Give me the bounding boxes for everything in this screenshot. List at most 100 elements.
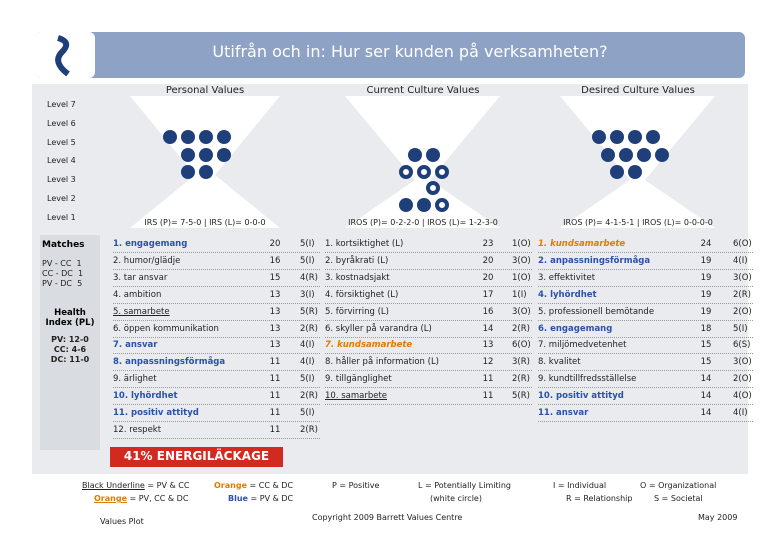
- value-name: 9. ärlighet: [113, 371, 320, 389]
- code: 4(I): [300, 340, 315, 351]
- health: DC: 11-0: [50, 355, 90, 364]
- value-name: 11. ansvar: [538, 405, 753, 422]
- level-label: Level 1: [47, 212, 76, 222]
- score: 13: [269, 306, 281, 317]
- score: 14: [700, 391, 712, 402]
- value-name: 4. försiktighet (L): [325, 287, 532, 304]
- value-text: 2. anpassningsförmåga: [538, 255, 651, 266]
- code: 6(O): [733, 239, 752, 249]
- code: 4(R): [300, 272, 318, 283]
- level-label: Level 2: [47, 194, 76, 203]
- value-name: 10. samarbete: [325, 388, 532, 406]
- sidebar: [40, 235, 100, 450]
- score: 20: [269, 239, 281, 249]
- score: 19: [700, 306, 712, 317]
- score: 15: [269, 272, 281, 283]
- code: 5(I): [300, 255, 315, 266]
- value-name: 5. professionell bemötande: [538, 304, 753, 321]
- legend: Orange = CC & DC: [214, 481, 293, 490]
- level-label: Level 7: [47, 100, 76, 109]
- value-name: 12. respekt: [113, 422, 320, 439]
- legend-text: = PV & CC: [144, 481, 190, 490]
- score: 11: [269, 374, 281, 385]
- score: 15: [700, 340, 712, 351]
- value-name: 3. tar ansvar: [113, 270, 320, 287]
- code: 1(I): [512, 289, 527, 300]
- value-text: 11. positiv attityd: [113, 408, 199, 418]
- code: 3(O): [512, 306, 531, 317]
- code: 1(O): [512, 239, 531, 249]
- value-name: 4. lyhördhet: [538, 287, 753, 304]
- banner: 41% ENERGILÄCKAGE: [123, 449, 270, 463]
- value-name: 6. skyller på varandra (L): [325, 321, 532, 338]
- value-name: 6. engagemang: [538, 321, 753, 338]
- score: 15: [700, 357, 712, 368]
- code: 5(I): [300, 374, 315, 385]
- value-name: 11. positiv attityd: [113, 405, 320, 422]
- code: 5(R): [512, 391, 530, 402]
- score: 19: [700, 272, 712, 283]
- legend: I = Individual: [553, 481, 607, 490]
- sidebar-title: Health Index (PL): [45, 308, 95, 328]
- value-name: 9. tillgänglighet: [325, 371, 532, 389]
- code: 2(R): [300, 391, 318, 402]
- score: 12: [482, 357, 494, 368]
- score: 14: [700, 408, 712, 418]
- legend-text: = PV & DC: [247, 494, 294, 503]
- column-heading: Current Culture Values: [366, 85, 480, 96]
- legend-key: Blue: [228, 494, 248, 503]
- level-label: Level 6: [47, 118, 76, 128]
- title: Utifrån och in: Hur ser kunden på verksa…: [212, 42, 608, 61]
- code: 2(R): [300, 323, 318, 334]
- score: 14: [482, 323, 494, 334]
- code: 5(I): [733, 323, 748, 334]
- score: 11: [269, 357, 281, 368]
- value-name: 7. ansvar: [113, 337, 320, 355]
- value-text: 7. ansvar: [113, 340, 158, 351]
- legend: R = Relationship: [566, 494, 633, 503]
- code: 2(O): [733, 374, 752, 385]
- score: 13: [269, 289, 281, 300]
- value-name: 8. håller på information (L): [325, 354, 532, 372]
- sidebar-title: Matches: [42, 240, 85, 250]
- value-text: 5. samarbete: [113, 306, 170, 317]
- score: 13: [269, 323, 281, 334]
- match: PV - CC 1: [42, 259, 82, 268]
- code: 3(O): [733, 272, 752, 283]
- legend-key: Orange: [94, 494, 127, 503]
- value-name: 8. anpassningsförmåga: [113, 354, 320, 372]
- value-text: 8. anpassningsförmåga: [113, 357, 226, 368]
- footer: Copyright 2009 Barrett Values Centre: [312, 513, 463, 522]
- value-name: 3. kostnadsjakt: [325, 270, 532, 287]
- score: 20: [482, 255, 494, 266]
- legend: P = Positive: [332, 481, 380, 490]
- value-name: 1. kortsiktighet (L): [325, 236, 532, 253]
- score: 11: [482, 391, 494, 402]
- code: 2(R): [512, 374, 530, 385]
- value-text: 10. lyhördhet: [113, 391, 178, 402]
- score: 11: [269, 391, 281, 402]
- value-text: 1. kundsamarbete: [538, 239, 626, 249]
- code: 2(O): [733, 306, 752, 317]
- value-name: 5. samarbete: [113, 304, 320, 321]
- value-text: 11. ansvar: [538, 408, 589, 418]
- value-name: 9. kundtillfredsställelse: [538, 371, 753, 389]
- value-name: 10. lyhördhet: [113, 388, 320, 406]
- score: 19: [700, 255, 712, 266]
- value-name: 7. miljömedvetenhet: [538, 337, 753, 355]
- code: 1(O): [512, 272, 531, 283]
- score: 11: [269, 408, 281, 418]
- score: 23: [482, 239, 494, 249]
- health: PV: 12-0: [51, 335, 89, 344]
- level-label: Level 3: [47, 175, 76, 185]
- value-name: 2. humor/glädje: [113, 253, 320, 270]
- limiting-dots: [399, 165, 449, 212]
- footer: May 2009: [698, 513, 738, 522]
- legend-text: = CC & DC: [247, 481, 294, 490]
- code: 2(R): [300, 424, 318, 435]
- column-heading: Personal Values: [165, 85, 245, 96]
- logo: [55, 35, 70, 77]
- score: 16: [269, 255, 281, 266]
- value-name: 3. effektivitet: [538, 270, 753, 287]
